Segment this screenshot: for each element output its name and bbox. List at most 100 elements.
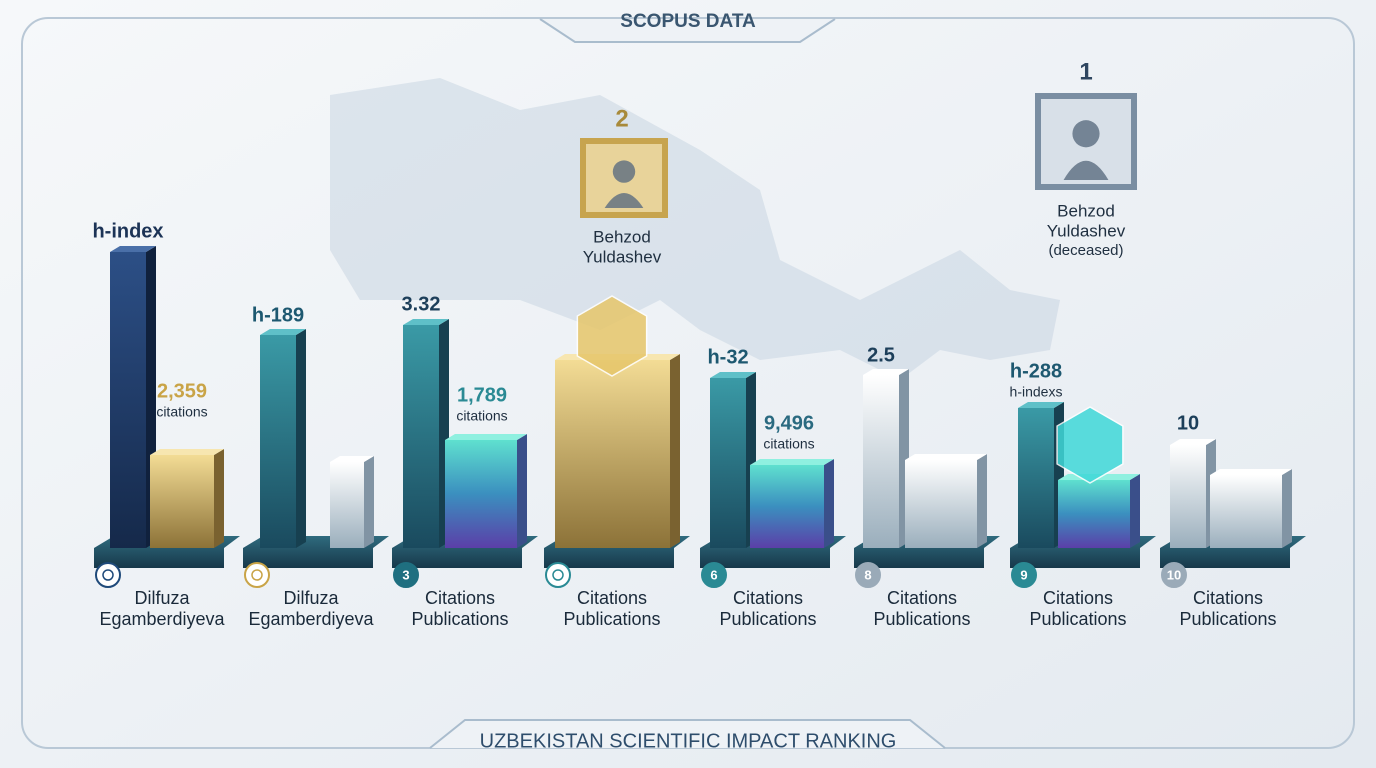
badge-icon	[251, 569, 263, 581]
short-block-side	[824, 459, 834, 548]
footer-tab	[429, 719, 946, 749]
tall-bar-top	[403, 319, 449, 325]
column-top-label: h-index	[92, 220, 163, 242]
column-label: Publications	[873, 609, 970, 629]
short-block-top	[905, 454, 987, 460]
column-value: 2,359	[157, 380, 207, 402]
column-top-label: 10	[1177, 412, 1199, 434]
featured-name: Behzod	[593, 227, 651, 246]
badge-number: 9	[1020, 567, 1027, 582]
short-block-top	[445, 434, 527, 440]
header-title: SCOPUS DATA	[620, 11, 756, 32]
featured-name: Yuldashev	[1047, 221, 1126, 240]
short-block-side	[214, 449, 224, 548]
short-block	[1210, 475, 1282, 548]
column-label: Publications	[1179, 609, 1276, 629]
column-value: 1,789	[457, 384, 507, 406]
tall-bar-top	[110, 246, 156, 252]
badge	[855, 562, 881, 588]
badge	[1161, 562, 1187, 588]
column-label: Citations	[425, 588, 495, 608]
short-block-side	[977, 454, 987, 548]
short-block	[150, 455, 214, 548]
column-label: Publications	[719, 609, 816, 629]
portrait-head	[1072, 120, 1100, 148]
tall-bar-top	[260, 329, 306, 335]
short-block-side	[517, 434, 527, 548]
hexagon	[576, 295, 648, 377]
column-label: Publications	[1029, 609, 1126, 629]
column-top-label: 3.32	[402, 293, 441, 315]
tall-bar	[110, 252, 146, 548]
badge	[95, 562, 121, 588]
badge-number: 10	[1167, 567, 1181, 582]
featured-name: Yuldashev	[583, 247, 662, 266]
map-shape	[330, 78, 1060, 380]
badge-icon	[102, 569, 114, 581]
column-label: Egamberdiyeva	[248, 609, 374, 629]
tall-bar-top	[710, 372, 756, 378]
badge-icon	[552, 569, 564, 581]
tall-bar	[403, 325, 439, 548]
header-tab	[539, 18, 836, 43]
short-block-side	[1130, 474, 1140, 548]
badge	[1011, 562, 1037, 588]
featured-note: (deceased)	[1048, 242, 1123, 259]
column-label: Publications	[563, 609, 660, 629]
column-top-label: h-32	[707, 346, 748, 368]
short-block-top	[150, 449, 224, 455]
column-top-label: h-288	[1010, 360, 1062, 382]
badge-number: 3	[402, 567, 409, 582]
tall-bar-top	[1018, 402, 1064, 408]
badge	[393, 562, 419, 588]
footer-title: UZBEKISTAN SCIENTIFIC IMPACT RANKING	[480, 730, 897, 752]
badge-number: 8	[864, 567, 871, 582]
tall-bar-side	[296, 329, 306, 548]
column-label: Citations	[887, 588, 957, 608]
column-value: 9,496	[764, 412, 814, 434]
badge	[244, 562, 270, 588]
tall-bar-side	[670, 354, 680, 548]
rank-number: 2	[615, 105, 628, 132]
tall-bar	[555, 360, 670, 548]
column-top-label: 2.5	[867, 344, 895, 366]
short-block	[330, 462, 364, 548]
portrait-head	[612, 160, 636, 183]
column-label: Citations	[577, 588, 647, 608]
short-block-side	[364, 456, 374, 548]
column-unit: h-indexs	[1010, 384, 1063, 400]
short-block	[905, 460, 977, 548]
short-block-top	[1210, 469, 1292, 475]
column-label: Citations	[733, 588, 803, 608]
portrait-body	[1063, 160, 1109, 180]
short-block-top	[750, 459, 834, 465]
column-unit: citations	[156, 404, 207, 420]
column-label: Publications	[411, 609, 508, 629]
column-label: Citations	[1193, 588, 1263, 608]
tall-bar	[260, 335, 296, 548]
short-block-top	[330, 456, 374, 462]
tall-bar-top	[863, 369, 909, 375]
column-label: Citations	[1043, 588, 1113, 608]
badge	[545, 562, 571, 588]
portrait-body	[604, 193, 644, 208]
rank-number: 1	[1079, 58, 1092, 85]
tall-bar	[863, 375, 899, 548]
short-block	[445, 440, 517, 548]
short-block	[750, 465, 824, 548]
column-unit: citations	[456, 408, 507, 424]
tall-bar	[1018, 408, 1054, 548]
hexagon	[1056, 406, 1124, 484]
column-top-label: h-189	[252, 304, 304, 326]
tall-bar	[710, 378, 746, 548]
column-label: Dilfuza	[283, 588, 339, 608]
column-label: Egamberdiyeva	[99, 609, 225, 629]
tall-bar-top	[1170, 439, 1216, 445]
badge	[701, 562, 727, 588]
featured-name: Behzod	[1057, 201, 1115, 220]
short-block	[1058, 480, 1130, 548]
column-label: Dilfuza	[134, 588, 190, 608]
